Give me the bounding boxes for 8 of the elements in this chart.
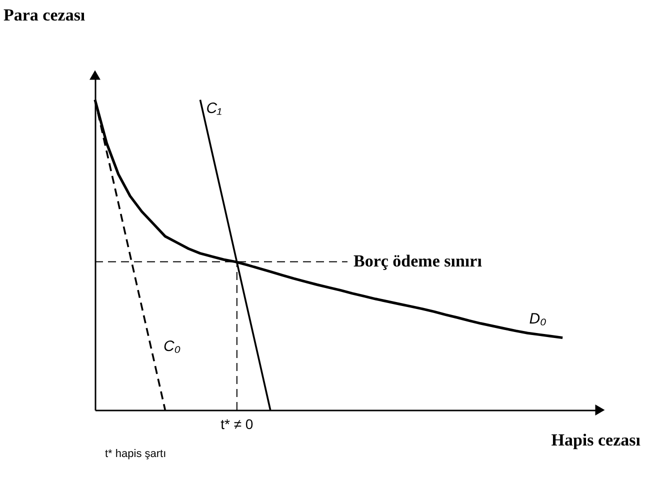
y-axis-title: Para cezası xyxy=(4,6,86,24)
text: t* hapis şartı xyxy=(105,448,166,460)
x-axis-title: Hapis cezası xyxy=(551,430,641,450)
series-label: D₀ xyxy=(529,310,546,328)
series-label: C₀ xyxy=(163,338,181,356)
text: t* ≠ 0 xyxy=(220,416,254,432)
ref-line-label: Borç ödeme sınırı xyxy=(354,252,482,271)
series-label: C₁ xyxy=(206,100,222,117)
